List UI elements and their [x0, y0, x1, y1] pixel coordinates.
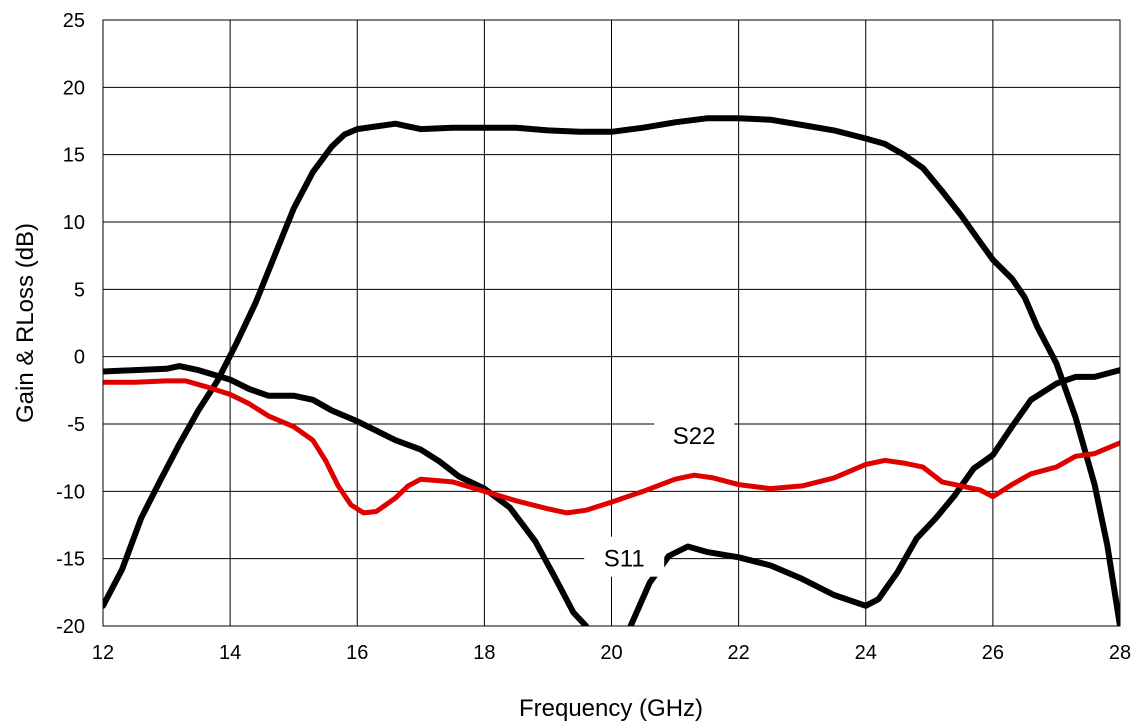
- x-tick-label: 12: [92, 642, 114, 664]
- x-tick-label: 28: [1109, 642, 1131, 664]
- series-line-2: [103, 363, 590, 626]
- x-tick-label: 14: [219, 642, 241, 664]
- y-tick-label: 20: [63, 77, 85, 99]
- x-tick-label: 24: [855, 642, 877, 664]
- x-tick-label: 18: [473, 642, 495, 664]
- series-line-1: [103, 115, 1120, 626]
- series-layer: [103, 115, 1120, 626]
- y-tick-label: -15: [56, 549, 85, 571]
- x-axis-title: Frequency (GHz): [519, 695, 703, 722]
- x-tick-label: 26: [982, 642, 1004, 664]
- series-line-4: [103, 378, 1120, 516]
- y-tick-labels: -20 -15 -10 -5 0 5 10 15 20 25: [56, 10, 85, 638]
- y-tick-label: 0: [74, 347, 85, 369]
- annotation-background: [584, 536, 665, 577]
- x-tick-label: 16: [346, 642, 368, 664]
- y-tick-label: -10: [56, 481, 85, 503]
- y-tick-label: 25: [63, 10, 85, 32]
- y-tick-label: -5: [67, 414, 85, 436]
- y-tick-label: 15: [63, 145, 85, 167]
- y-tick-label: -20: [56, 616, 85, 638]
- x-tick-label: 20: [600, 642, 622, 664]
- plot-frame: [102, 19, 1121, 627]
- x-tick-labels: 12 14 16 18 20 22 24 26 28: [92, 642, 1131, 664]
- annotation-label: S11: [604, 546, 645, 573]
- annotations: S22 S11: [584, 414, 735, 577]
- grid-lines: [102, 19, 1121, 627]
- annotation-label: S22: [673, 423, 716, 450]
- y-axis-title: Gain & RLoss (dB): [12, 223, 39, 423]
- y-tick-label: 5: [74, 279, 85, 301]
- series-line-3: [627, 367, 1120, 626]
- annotation-background: [654, 414, 735, 455]
- x-tick-label: 22: [728, 642, 750, 664]
- y-tick-label: 10: [63, 212, 85, 234]
